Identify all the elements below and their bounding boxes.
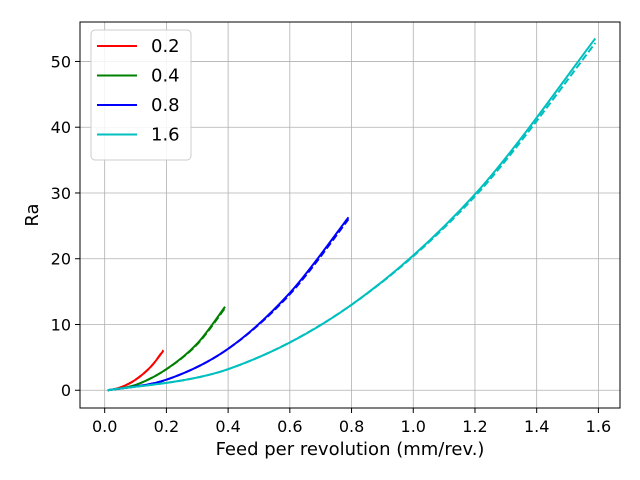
x-axis-label: Feed per revolution (mm/rev.) bbox=[216, 439, 485, 460]
x-tick-label: 0.4 bbox=[215, 417, 240, 436]
legend-label: 1.6 bbox=[151, 125, 180, 146]
x-tick-label: 1.6 bbox=[586, 417, 611, 436]
legend-box bbox=[90, 29, 192, 161]
legend-label: 0.2 bbox=[151, 36, 180, 57]
x-tick-label: 1.4 bbox=[524, 417, 549, 436]
x-tick-label: 0.6 bbox=[277, 417, 302, 436]
y-tick-label: 50 bbox=[51, 52, 71, 71]
y-axis: 0 10 20 30 40 50 bbox=[51, 52, 80, 400]
x-tick-label: 1.0 bbox=[401, 417, 426, 436]
series-line-0.8 bbox=[107, 216, 350, 392]
y-axis-label: Ra bbox=[22, 203, 43, 226]
y-tick-label: 10 bbox=[51, 315, 71, 334]
series-line-1.6 bbox=[107, 37, 597, 392]
x-tick-label: 0.0 bbox=[92, 417, 117, 436]
y-tick-label: 20 bbox=[51, 250, 71, 269]
x-tick-label: 0.2 bbox=[154, 417, 179, 436]
legend: 0.2 0.4 0.8 1.6 bbox=[90, 29, 192, 161]
plot-frame bbox=[79, 21, 621, 409]
y-tick-label: 40 bbox=[51, 118, 71, 137]
x-axis: 0.0 0.2 0.4 0.6 0.8 1.0 1.2 1.4 1.6 bbox=[92, 408, 611, 436]
y-tick-label: 30 bbox=[51, 184, 71, 203]
y-tick-label: 0 bbox=[61, 381, 71, 400]
x-tick-label: 0.8 bbox=[339, 417, 364, 436]
x-tick-label: 1.2 bbox=[462, 417, 487, 436]
series-lines bbox=[107, 37, 597, 392]
legend-label: 0.4 bbox=[151, 66, 180, 87]
legend-label: 0.8 bbox=[151, 95, 180, 116]
